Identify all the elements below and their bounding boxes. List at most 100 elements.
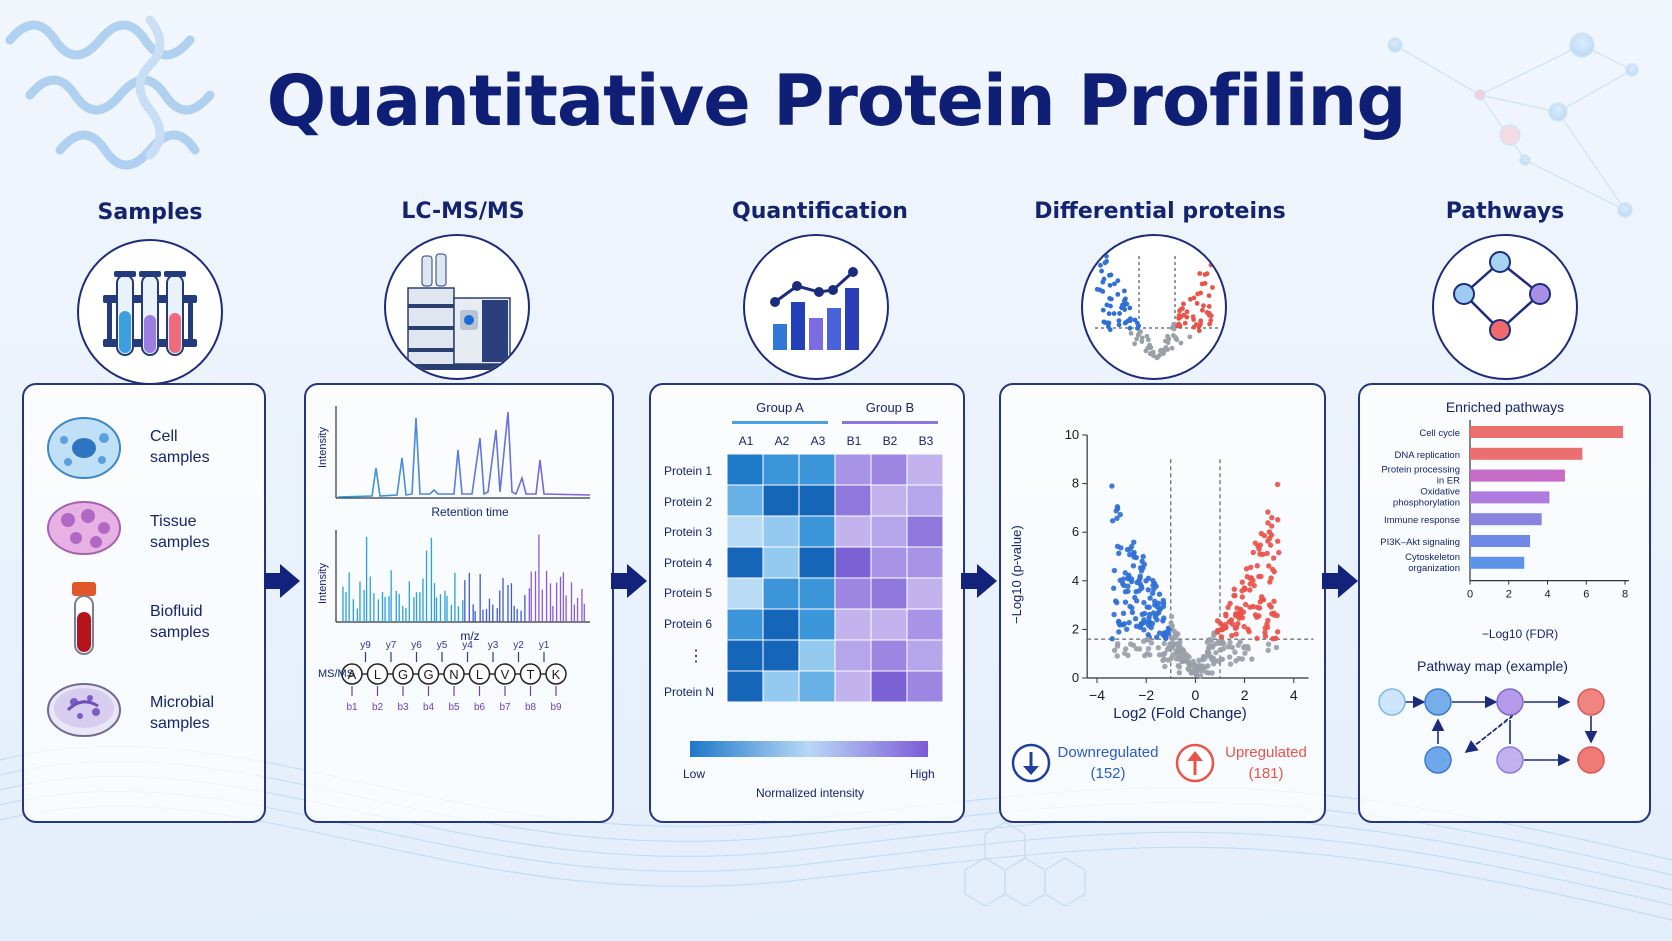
volcano-point [1147, 652, 1153, 658]
residue-label: G [398, 667, 408, 682]
chromatogram-trace [337, 411, 591, 498]
colorbar-low: Low [683, 767, 706, 781]
b-ion-label: b9 [550, 702, 562, 713]
volcano-point [1247, 587, 1253, 593]
enrichment-bar [1470, 556, 1525, 569]
enrichment-bar [1470, 491, 1550, 504]
mini-volcano-point [1134, 336, 1140, 342]
mini-volcano-point [1174, 323, 1180, 329]
volcano-point [1250, 549, 1256, 556]
volcano-point [1110, 585, 1117, 591]
heatmap-cell [762, 484, 800, 517]
volcano-point [1133, 646, 1140, 652]
mini-volcano-point [1204, 271, 1210, 277]
heatmap-col-b2: B2 [882, 434, 898, 448]
volcano-point [1233, 631, 1239, 637]
volcano-point [1151, 586, 1157, 592]
volcano-point [1155, 645, 1162, 651]
mini-volcano-point [1150, 353, 1156, 359]
volcano-point [1239, 579, 1245, 585]
volcano-point [1204, 639, 1211, 645]
volcano-point [1111, 647, 1118, 654]
volcano-point [1267, 542, 1274, 548]
volcano-point [1160, 618, 1166, 624]
mini-volcano-point [1107, 296, 1113, 301]
heatmap-cell [834, 608, 872, 641]
volcano-ytick: 0 [1072, 670, 1079, 685]
ms-ylabel: Intensity [317, 563, 329, 604]
residue-label: T [527, 667, 535, 682]
volcano-point [1126, 619, 1132, 626]
volcano-point [1133, 588, 1139, 595]
volcano-point [1120, 576, 1127, 582]
mini-volcano-point [1208, 262, 1214, 268]
mini-volcano-point [1187, 334, 1193, 340]
volcano-point [1265, 520, 1271, 526]
volcano-xtick: −2 [1138, 687, 1154, 703]
volcano-point [1274, 538, 1281, 544]
heatmap-cell [798, 608, 836, 641]
volcano-point [1265, 509, 1271, 515]
volcano-point [1196, 657, 1202, 663]
sample-biofluid-label: Biofluid samples [150, 603, 210, 641]
mini-volcano-point [1094, 286, 1100, 292]
volcano-point [1256, 546, 1262, 552]
y-ion-label: y4 [462, 640, 473, 651]
volcano-point [1128, 576, 1135, 582]
volcano-point [1138, 568, 1145, 574]
volcano-point [1273, 644, 1280, 651]
enrichment-category-label: Protein processing in ER [1381, 465, 1460, 487]
volcano-point [1226, 619, 1232, 625]
volcano-point [1236, 615, 1242, 621]
volcano-point [1256, 573, 1262, 580]
heatmap-cell [798, 670, 836, 702]
residue-label: V [501, 667, 510, 682]
mini-volcano-point [1139, 335, 1145, 341]
volcano-point [1145, 636, 1151, 643]
volcano-point [1262, 625, 1268, 631]
volcano-point [1162, 663, 1168, 670]
volcano-point [1241, 585, 1248, 591]
heatmap-cell [798, 515, 836, 548]
mini-volcano-point [1128, 330, 1134, 336]
mini-volcano-point [1201, 303, 1206, 309]
volcano-ytick: 6 [1072, 524, 1079, 539]
heatmap-row-label: Protein 2 [664, 494, 713, 509]
volcano-point [1114, 643, 1121, 649]
volcano-point [1236, 655, 1242, 662]
volcano-point [1247, 564, 1254, 570]
mini-volcano-point [1207, 321, 1213, 327]
volcano-point [1120, 610, 1127, 616]
volcano-point [1254, 635, 1260, 642]
enrichment-category-label: Cytoskeleton organization [1405, 552, 1460, 574]
enrichment-category-label: Oxidative phosphorylation [1393, 486, 1460, 508]
volcano-point [1265, 617, 1271, 624]
heatmap-cell [762, 454, 800, 486]
ms-xlabel: m/z [460, 629, 480, 643]
heatmap-cell [727, 484, 764, 517]
enrichment-category-label: PI3K–Akt signaling [1380, 537, 1460, 548]
page-title: Quantitative Protein Profiling [266, 60, 1407, 142]
enrichment-xtick: 0 [1467, 589, 1473, 601]
volcano-point [1186, 654, 1192, 660]
volcano-point [1232, 649, 1238, 655]
mini-volcano-point [1171, 321, 1177, 327]
heatmap-cell [906, 639, 944, 672]
volcano-point [1137, 573, 1143, 579]
b-ion-label: b4 [423, 702, 435, 713]
mini-volcano-point [1194, 300, 1200, 306]
pathway-map [1378, 688, 1605, 774]
heatmap-cell [727, 608, 764, 641]
volcano-point [1116, 550, 1122, 556]
chrom-xlabel: Retention time [431, 505, 509, 519]
volcano-point [1176, 642, 1182, 648]
mini-volcano-point [1210, 285, 1215, 290]
mini-volcano-point [1147, 342, 1153, 348]
volcano-point [1122, 599, 1129, 605]
heatmap-cell [727, 577, 764, 610]
heatmap-cell [798, 484, 836, 517]
samples-icon-circle [77, 239, 223, 385]
quantification-icon-circle [743, 234, 889, 380]
volcano-point [1218, 647, 1224, 653]
residue-circle [545, 663, 567, 685]
